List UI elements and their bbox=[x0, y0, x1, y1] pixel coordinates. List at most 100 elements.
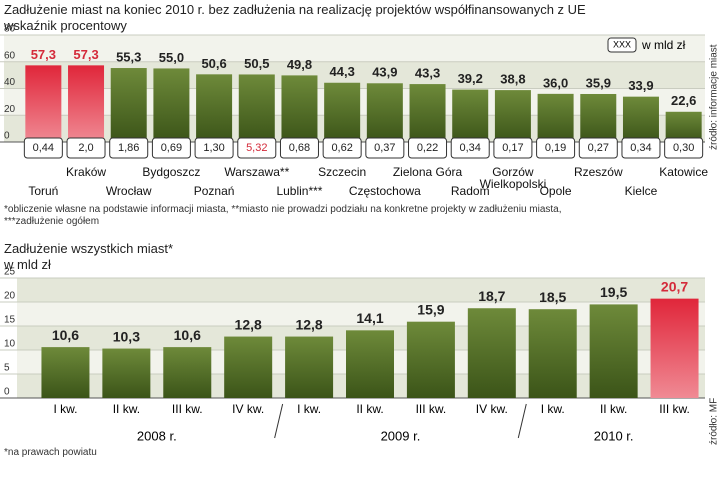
amount-label: 0,37 bbox=[374, 142, 395, 154]
bar bbox=[665, 111, 702, 142]
amount-box bbox=[578, 137, 618, 159]
footnote: *obliczenie własne na podstawie informac… bbox=[4, 204, 562, 227]
chart-subtitle: wskaźnik procentowy bbox=[4, 18, 127, 33]
x-tick-label: Lublin*** bbox=[276, 184, 323, 198]
amount-label: 5,32 bbox=[246, 142, 267, 154]
group-separator bbox=[517, 403, 527, 439]
group-label: 2010 r. bbox=[594, 428, 634, 443]
bar bbox=[650, 298, 699, 398]
bar bbox=[110, 68, 147, 142]
value-label: 39,2 bbox=[458, 71, 483, 86]
y-tick-label: 80 bbox=[4, 24, 16, 35]
grid-band bbox=[4, 35, 705, 62]
value-label: 18,7 bbox=[478, 288, 505, 304]
amount-label: 0,34 bbox=[630, 142, 651, 154]
value-label: 10,6 bbox=[52, 327, 79, 343]
value-label: 18,5 bbox=[539, 289, 566, 305]
value-label: 12,8 bbox=[295, 316, 322, 332]
legend-symbol: XXX bbox=[613, 39, 631, 49]
value-label: 50,6 bbox=[201, 56, 226, 71]
bar bbox=[406, 321, 455, 398]
x-tick-label: Szczecin bbox=[318, 165, 367, 179]
amount-label: 1,30 bbox=[203, 142, 224, 154]
bar bbox=[153, 68, 190, 142]
bar bbox=[224, 336, 273, 398]
amount-label: 0,27 bbox=[588, 142, 609, 154]
value-label: 20,7 bbox=[661, 278, 688, 294]
amount-box bbox=[408, 137, 448, 159]
value-label: 50,5 bbox=[244, 56, 269, 71]
x-tick-label: IV kw. bbox=[232, 402, 264, 416]
y-tick-label: 20 bbox=[4, 291, 16, 302]
value-label: 49,8 bbox=[287, 57, 312, 72]
amount-box bbox=[664, 137, 704, 159]
amount-label: 0,22 bbox=[417, 142, 438, 154]
amount-box bbox=[450, 137, 490, 159]
bar bbox=[41, 347, 90, 398]
x-tick-label: III kw. bbox=[416, 402, 447, 416]
y-tick-label: 60 bbox=[4, 50, 16, 61]
bar bbox=[68, 65, 105, 142]
value-label: 36,0 bbox=[543, 75, 568, 90]
legend-box bbox=[607, 37, 637, 53]
x-tick-label: II kw. bbox=[113, 402, 140, 416]
bar bbox=[102, 348, 151, 398]
y-tick-label: 25 bbox=[4, 267, 16, 278]
legend-label: w mld zł bbox=[641, 38, 686, 52]
x-tick-label: Rzeszów bbox=[573, 165, 623, 179]
x-tick-label: Poznań bbox=[193, 184, 235, 198]
group-label: 2008 r. bbox=[137, 428, 177, 443]
value-label: 15,9 bbox=[417, 301, 444, 317]
x-tick-label: II kw. bbox=[600, 402, 627, 416]
x-tick-label: Kraków bbox=[66, 165, 107, 179]
source: źródło: MF bbox=[709, 398, 720, 445]
x-tick-label: Częstochowa bbox=[348, 184, 421, 198]
bar bbox=[528, 309, 577, 398]
group-separator bbox=[274, 403, 284, 439]
bar bbox=[25, 65, 62, 142]
value-label: 10,3 bbox=[113, 328, 140, 344]
x-tick-label: IV kw. bbox=[476, 402, 508, 416]
footnote: *na prawach powiatu bbox=[4, 447, 97, 458]
y-tick-label: 0 bbox=[4, 387, 10, 398]
y-tick-label: 20 bbox=[4, 104, 16, 115]
x-tick-label: III kw. bbox=[659, 402, 690, 416]
bar bbox=[196, 74, 233, 142]
x-tick-label: Bydgoszcz bbox=[142, 165, 201, 179]
amount-label: 1,86 bbox=[118, 142, 139, 154]
amount-box bbox=[621, 137, 661, 159]
x-tick-label: III kw. bbox=[172, 402, 203, 416]
x-tick-label: Radom bbox=[450, 184, 490, 198]
amount-box bbox=[194, 137, 234, 159]
bar bbox=[494, 90, 531, 142]
value-label: 33,9 bbox=[628, 78, 653, 93]
bar bbox=[589, 304, 638, 398]
group-label: 2009 r. bbox=[381, 428, 421, 443]
amount-label: 0,68 bbox=[289, 142, 310, 154]
value-label: 22,6 bbox=[671, 93, 696, 108]
x-tick-label: Kielce bbox=[624, 184, 658, 198]
amount-label: 0,69 bbox=[161, 142, 182, 154]
y-tick-label: 10 bbox=[4, 339, 16, 350]
amount-label: 0,44 bbox=[33, 142, 54, 154]
value-label: 55,3 bbox=[116, 49, 141, 64]
amount-box bbox=[536, 137, 576, 159]
bar bbox=[467, 308, 516, 398]
amount-label: 0,30 bbox=[673, 142, 694, 154]
amount-box bbox=[365, 137, 405, 159]
y-tick-label: 0 bbox=[4, 131, 10, 142]
amount-label: 2,0 bbox=[78, 142, 93, 154]
value-label: 57,3 bbox=[31, 47, 56, 62]
bar bbox=[281, 75, 318, 142]
chart-title: Zadłużenie wszystkich miast* bbox=[4, 241, 174, 256]
y-tick-label: 5 bbox=[4, 363, 10, 374]
bar bbox=[409, 84, 446, 142]
amount-box bbox=[237, 137, 277, 159]
value-label: 43,9 bbox=[372, 65, 397, 80]
amount-box bbox=[279, 137, 319, 159]
bar bbox=[366, 83, 403, 142]
amount-box bbox=[322, 137, 362, 159]
amount-box bbox=[151, 137, 191, 159]
x-tick-label: I kw. bbox=[541, 402, 565, 416]
value-label: 38,8 bbox=[500, 72, 525, 87]
